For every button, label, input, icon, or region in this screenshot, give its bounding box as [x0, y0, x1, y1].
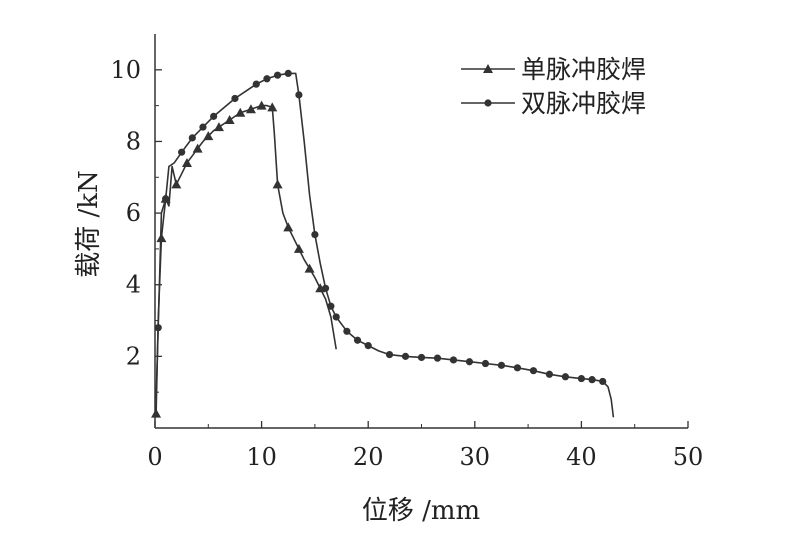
ticks: 0 10 20 30 40 50 2 4 6 8 10 [110, 56, 703, 471]
y-axis-label: 载荷 /kN [74, 170, 104, 278]
series-2-point [401, 352, 410, 360]
series-2-point [188, 134, 196, 142]
legend-entry-1: 单脉冲胶焊 [461, 55, 646, 84]
series-2-point [284, 69, 292, 77]
series-2-point [529, 367, 538, 375]
series-2-point [321, 284, 330, 292]
series-2-point [327, 302, 335, 310]
series-2-point [311, 230, 319, 239]
series-1-point [213, 122, 224, 132]
series-2-point [273, 71, 282, 79]
y-tick-label: 8 [126, 127, 141, 155]
series-1-point [171, 179, 182, 189]
series-2-point [199, 123, 207, 131]
series-1-point [293, 243, 304, 253]
series-2-point [332, 313, 340, 321]
series-1-point [256, 100, 267, 110]
series-layer [151, 69, 615, 418]
series-2-point [178, 148, 186, 156]
series-2-point [162, 195, 170, 203]
series-2-point [231, 94, 239, 103]
series-1-point [224, 114, 235, 124]
series-2-point [263, 75, 271, 83]
series-2-point [433, 354, 442, 362]
series-2-point [154, 324, 162, 332]
series-2-point [210, 112, 218, 120]
x-tick-label: 20 [353, 443, 384, 471]
series-2-point [497, 361, 506, 369]
series-2-point [513, 364, 522, 372]
series-2-point [343, 327, 351, 335]
x-tick-label: 0 [147, 443, 162, 471]
series-1-point [245, 104, 256, 114]
y-tick-label: 2 [126, 342, 141, 370]
series-1-point [181, 157, 192, 167]
x-tick-label: 30 [460, 443, 491, 471]
x-tick-label: 50 [673, 443, 704, 471]
series-1-point [304, 263, 315, 273]
series-2-point [252, 80, 260, 88]
series-2-point [481, 359, 490, 368]
legend-label: 双脉冲胶焊 [521, 89, 646, 118]
x-tick-label: 40 [566, 443, 597, 471]
y-tick-label: 4 [126, 271, 141, 299]
series-1-point [192, 143, 203, 153]
series-1-point [203, 131, 214, 141]
series-1-point [267, 102, 278, 112]
series-1-point [283, 222, 294, 232]
legend-marker [483, 64, 493, 73]
series-2 [154, 69, 615, 418]
legend-entry-2: 双脉冲胶焊 [461, 89, 646, 118]
series-line-2 [155, 72, 615, 418]
x-tick-label: 10 [246, 443, 277, 471]
legend-marker [484, 99, 492, 107]
y-tick-label: 10 [110, 56, 141, 84]
series-1-point [272, 179, 283, 189]
series-2-point [588, 376, 596, 384]
y-tick-label: 6 [126, 199, 141, 227]
series-2-point [545, 370, 554, 378]
series-2-point [295, 91, 303, 99]
series-1-point [235, 107, 246, 117]
series-2-point [353, 336, 362, 344]
series-2-point [449, 356, 458, 364]
series-2-point [577, 374, 586, 383]
series-1-point [151, 408, 162, 418]
series-2-point [465, 358, 474, 366]
legend-label: 单脉冲胶焊 [521, 55, 646, 84]
series-2-point [417, 353, 426, 362]
series-1 [151, 100, 337, 418]
series-2-point [364, 342, 372, 350]
series-2-point [385, 350, 394, 359]
x-axis-label: 位移 /mm [362, 496, 480, 526]
series-2-point [561, 373, 570, 381]
series-2-point [599, 377, 607, 386]
